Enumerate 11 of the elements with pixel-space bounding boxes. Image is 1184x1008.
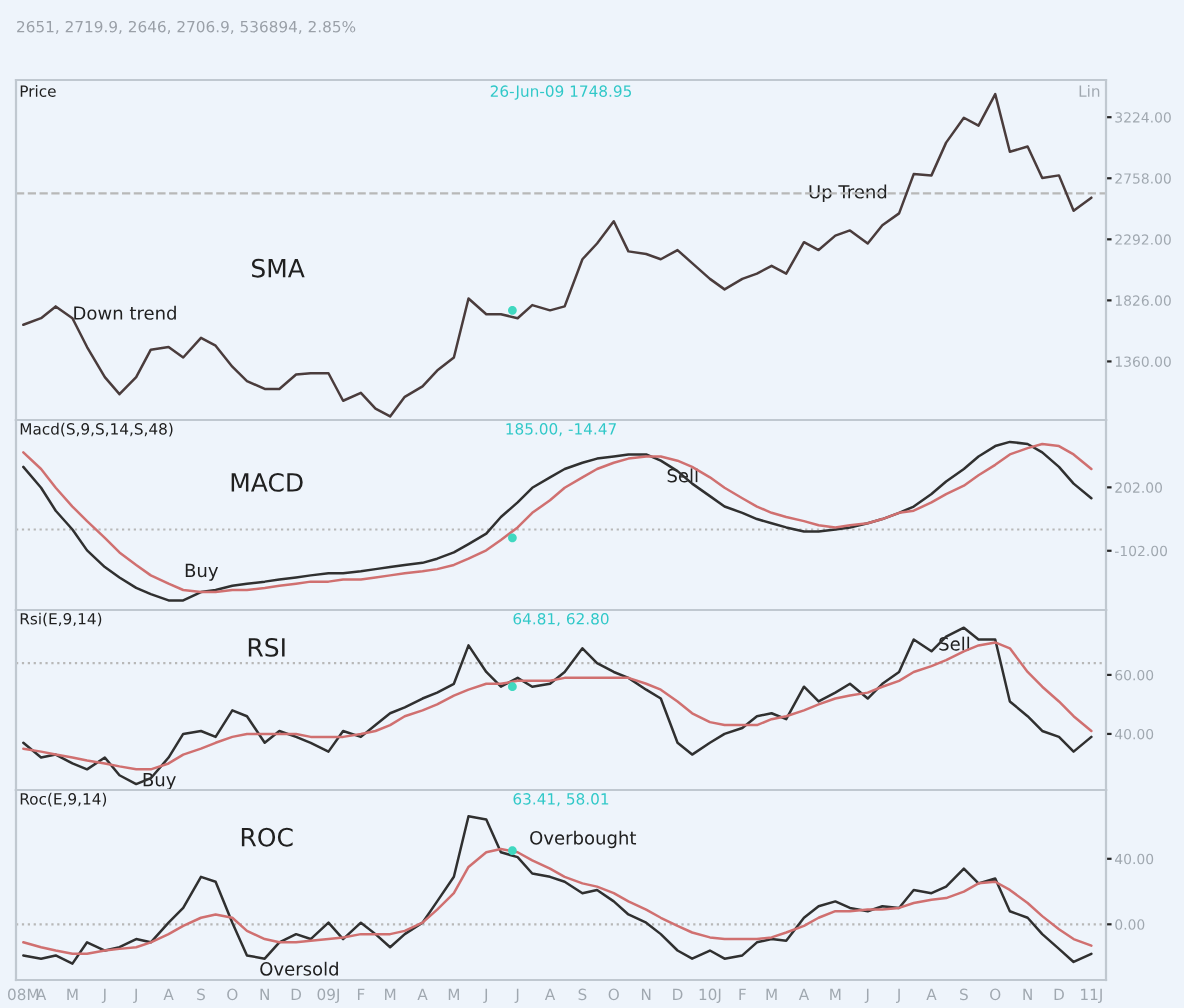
annotation: Down trend [74,305,176,320]
annotation: Overbought [530,830,637,849]
annotation: RSI [248,637,285,657]
annotation: SMA [251,258,305,278]
line-series [22,814,1093,965]
annotation: Buy [185,563,219,581]
line-series [22,847,1093,956]
annotation: Oversold [260,961,338,976]
annotation: ROC [241,827,293,847]
annotation: MACD [231,472,303,492]
line-series [22,626,1093,786]
